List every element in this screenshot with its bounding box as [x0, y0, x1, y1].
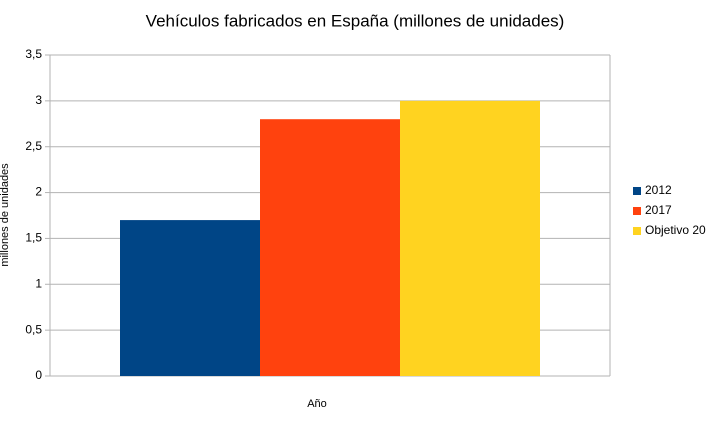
bar [260, 119, 400, 376]
bar [120, 220, 260, 376]
bar [400, 100, 540, 376]
y-tick-label: 1 [35, 276, 42, 290]
y-axis-title: millones de unidades [0, 163, 11, 267]
y-tick-label: 0 [35, 368, 42, 382]
legend-label: 2012 [645, 183, 672, 197]
y-tick-label: 0,5 [25, 322, 42, 336]
legend-swatch [633, 187, 641, 195]
y-tick-label: 3,5 [25, 47, 42, 61]
legend-label: 2017 [645, 203, 672, 217]
legend-swatch [633, 207, 641, 215]
chart-title: Vehículos fabricados en España (millones… [146, 11, 565, 30]
y-tick-label: 2,5 [25, 139, 42, 153]
x-axis-title: Año [307, 398, 327, 410]
y-tick-label: 1,5 [25, 231, 42, 245]
legend-swatch [633, 227, 641, 235]
legend-label: Objetivo 20 [645, 223, 706, 237]
y-tick-label: 3 [35, 93, 42, 107]
y-tick-label: 2 [35, 185, 42, 199]
